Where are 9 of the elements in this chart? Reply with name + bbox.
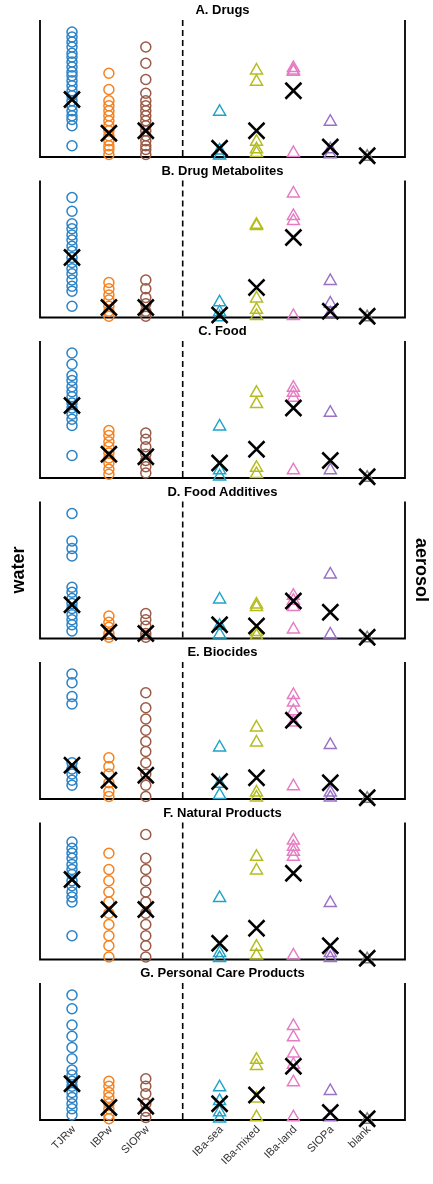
chart-title: F. Natural Products [163,804,282,820]
chart-title: B. Drug Metabolites [161,162,284,178]
chart-title: G. Personal Care Products [140,965,305,980]
chart-title: A. Drugs [195,2,250,17]
chart-title: E. Biocides [187,644,258,659]
y-axis-title: water [8,546,28,595]
y2-axis-title: aerosol [412,537,432,603]
chart-title: D. Food Additives [167,483,278,499]
chart-title: C. Food [198,323,247,338]
